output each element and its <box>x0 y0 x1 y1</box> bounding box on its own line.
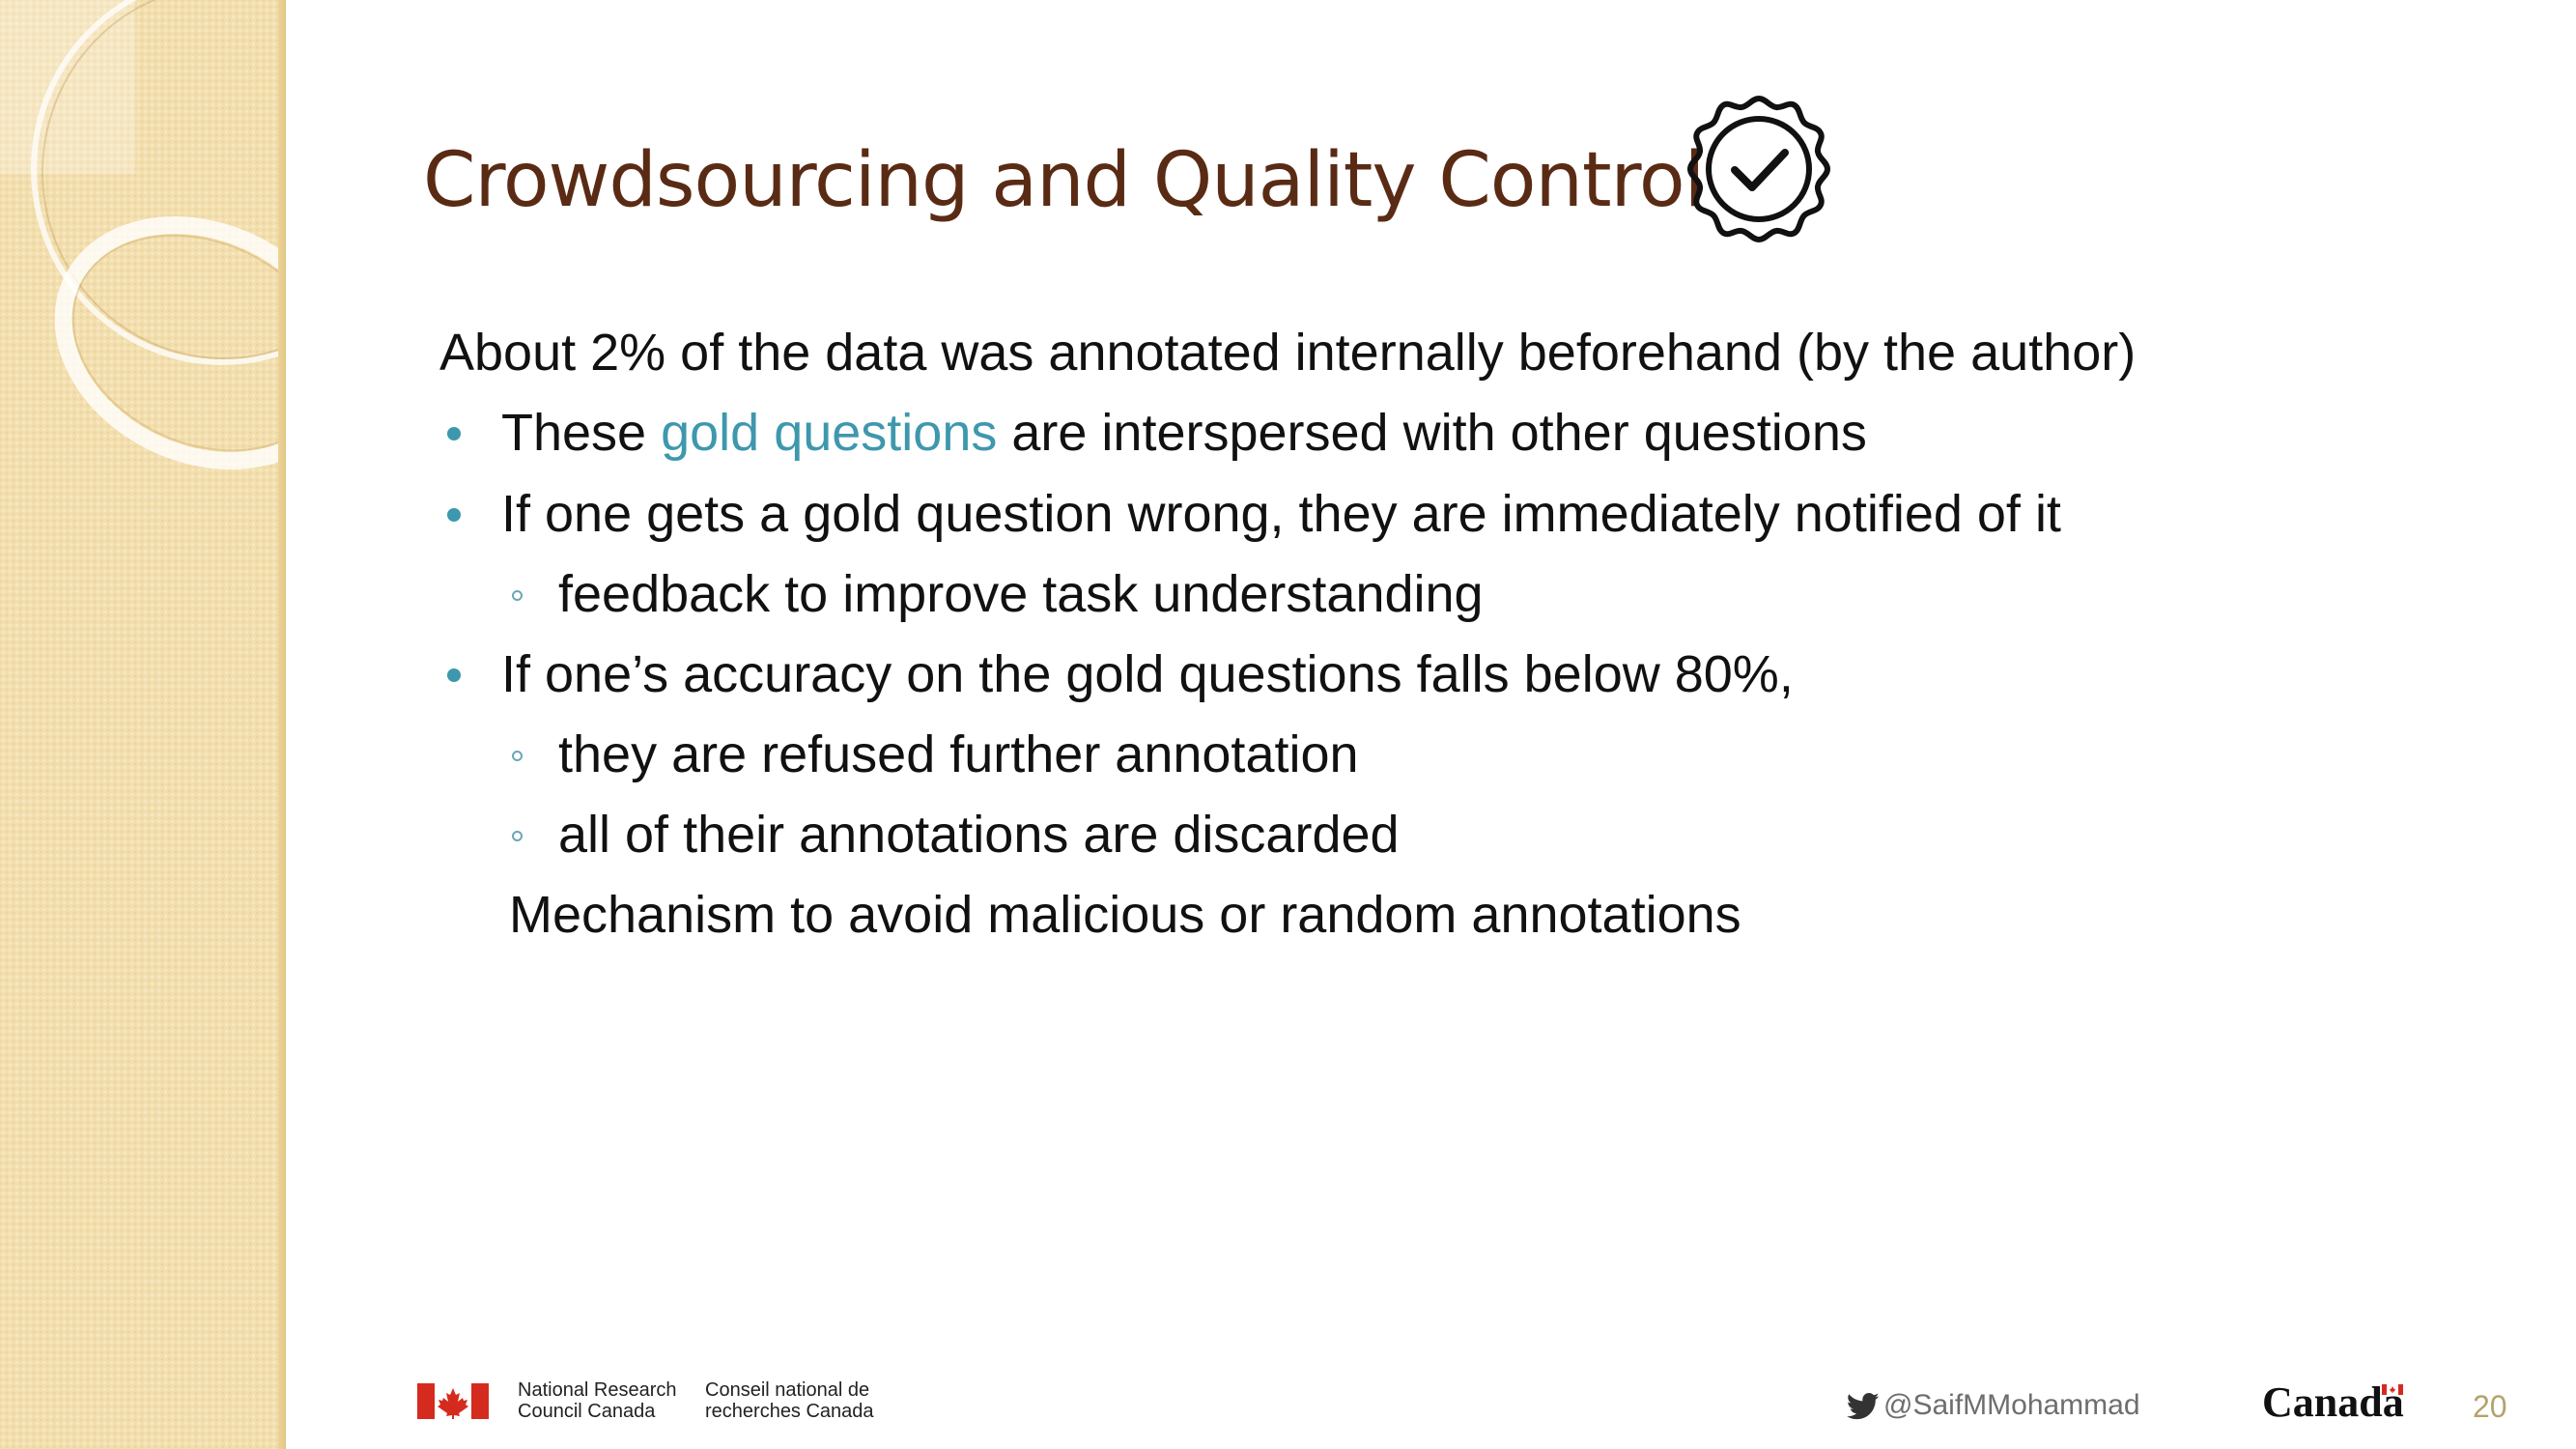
sub-bullet-discarded: all of their annotations are discarded <box>558 806 1400 864</box>
twitter-handle-text: @SaifMMohammad <box>1883 1389 2140 1421</box>
sub-bullet-ring <box>512 751 523 761</box>
bullet-dot <box>447 668 461 682</box>
nrc-en-line1: National Research <box>518 1379 677 1401</box>
wordmark-flag-icon <box>2382 1384 2403 1395</box>
bullet-text-after: are interspersed with other questions <box>997 404 1867 462</box>
nrc-name-french: Conseil national de recherches Canada <box>705 1379 874 1422</box>
canada-flag-icon <box>417 1383 489 1419</box>
nrc-logo: National Research Council Canada Conseil… <box>417 1379 920 1426</box>
page-number: 20 <box>2473 1389 2507 1424</box>
nrc-fr-line2: recherches Canada <box>705 1401 874 1422</box>
nrc-en-line2: Council Canada <box>518 1401 656 1422</box>
bullet-accuracy: If one’s accuracy on the gold questions … <box>501 645 1794 703</box>
bullet-text-before: These <box>501 404 662 462</box>
bullet-dot <box>447 427 461 440</box>
verified-check-badge-icon <box>1687 96 1830 242</box>
sidebar-edge <box>278 0 286 1449</box>
bullet-notified: If one gets a gold question wrong, they … <box>501 485 2061 543</box>
twitter-handle: @SaifMMohammad <box>1846 1388 2140 1423</box>
twitter-bird-icon <box>1846 1393 1880 1420</box>
sub-bullet-refused: they are refused further annotation <box>558 725 1359 783</box>
slide-title: Crowdsourcing and Quality Control <box>423 137 1705 224</box>
sub-bullet-ring <box>512 831 523 841</box>
decorative-sidebar <box>0 0 286 1449</box>
gold-questions-highlight: gold questions <box>661 404 998 462</box>
nrc-name-english: National Research Council Canada <box>518 1379 677 1422</box>
conclusion-text: Mechanism to avoid malicious or random a… <box>509 886 1741 944</box>
sub-bullet-feedback: feedback to improve task understanding <box>558 565 1484 623</box>
nrc-fr-line1: Conseil national de <box>705 1379 870 1401</box>
decorative-rings-graphic <box>0 0 286 469</box>
bullet-dot <box>447 508 461 522</box>
canada-wordmark: Canada <box>2262 1378 2404 1426</box>
sub-bullet-ring <box>512 590 523 601</box>
bullet-gold-questions: These gold questions are interspersed wi… <box>501 399 1867 467</box>
intro-text: About 2% of the data was annotated inter… <box>439 324 2137 382</box>
